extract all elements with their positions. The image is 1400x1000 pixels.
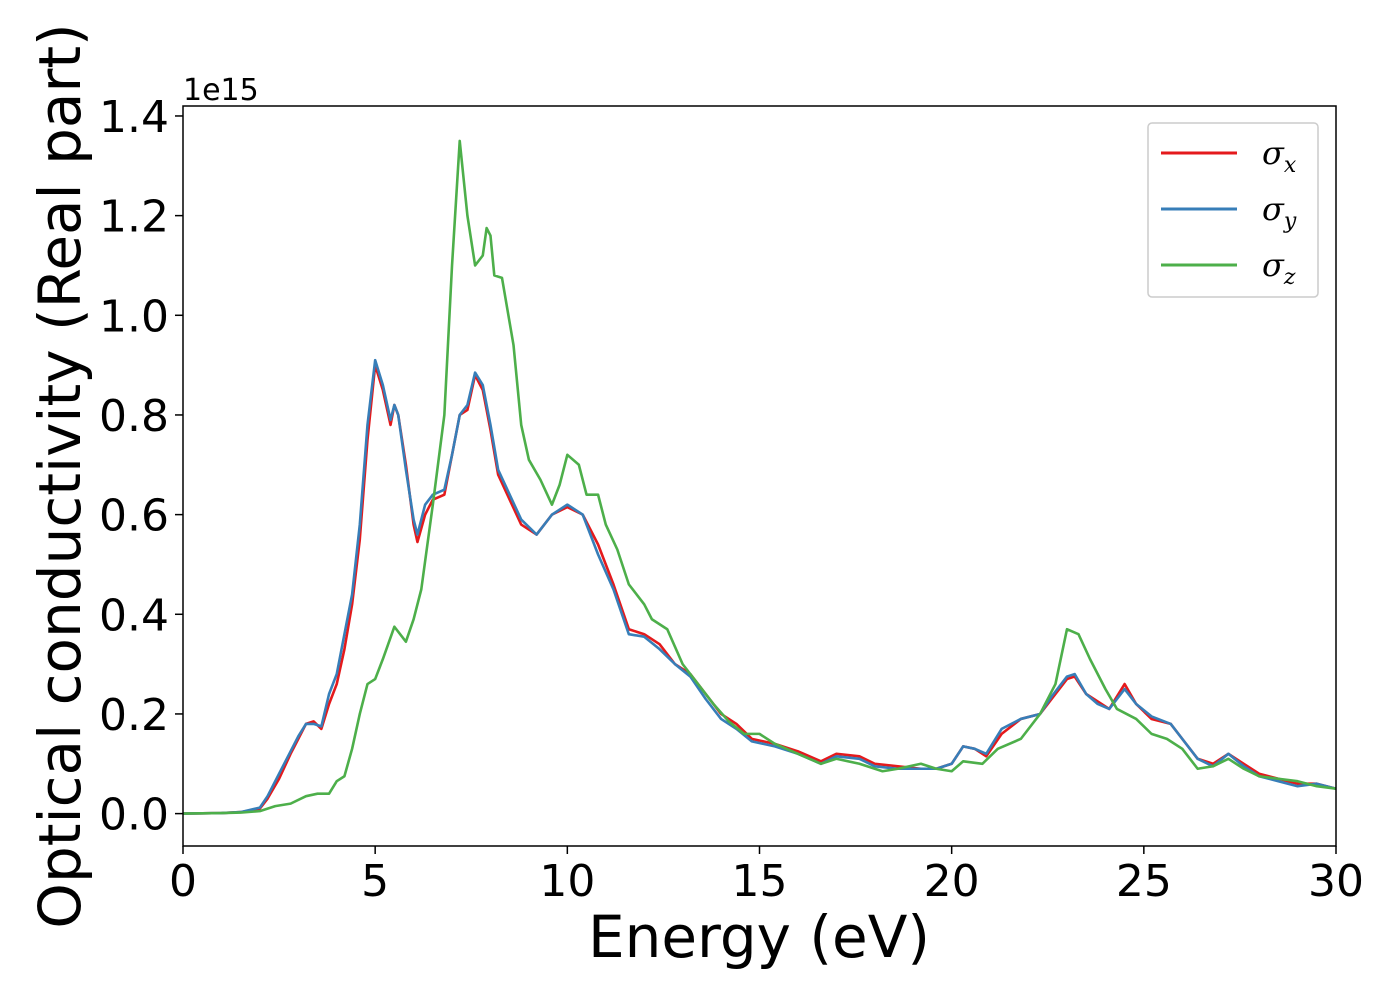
x-axis-label: Energy (eV) — [588, 903, 930, 971]
x-tick-label: 0 — [169, 856, 197, 907]
x-tick-label: 20 — [924, 856, 980, 907]
y-tick-label: 1.0 — [99, 291, 169, 342]
y-tick-label: 1.4 — [99, 92, 169, 143]
x-tick-label: 15 — [732, 856, 788, 907]
x-tick-label: 25 — [1116, 856, 1172, 907]
legend-label-sigma-x: σx — [1262, 134, 1297, 178]
series-line-sigma-z — [183, 139, 1336, 815]
legend-label-sigma-y: σy — [1262, 190, 1297, 234]
y-tick-label: 0.4 — [99, 590, 169, 641]
x-axis-ticks: 0 5 10 15 20 25 30 — [169, 846, 1364, 907]
x-tick-label: 30 — [1308, 856, 1364, 907]
x-tick-label: 5 — [361, 856, 389, 907]
y-tick-label: 0.0 — [99, 790, 169, 841]
y-tick-label: 0.8 — [99, 391, 169, 442]
y-offset-label: 1e15 — [183, 73, 259, 108]
plot-background — [183, 106, 1336, 846]
y-tick-label: 1.2 — [99, 192, 169, 243]
legend: σx σy σz — [1147, 122, 1319, 298]
y-axis-ticks: 0.0 0.2 0.4 0.6 0.8 1.0 1.2 1.4 — [99, 92, 183, 841]
y-tick-label: 0.6 — [99, 491, 169, 542]
x-tick-label: 10 — [539, 856, 595, 907]
series-line-sigma-y — [183, 358, 1336, 815]
y-axis-label: Optical conductivity (Real part) — [26, 23, 94, 928]
y-tick-label: 0.2 — [99, 690, 169, 741]
series-layer — [183, 139, 1336, 815]
legend-label-sigma-z: σz — [1262, 246, 1296, 290]
plot-frame — [182, 105, 1337, 847]
